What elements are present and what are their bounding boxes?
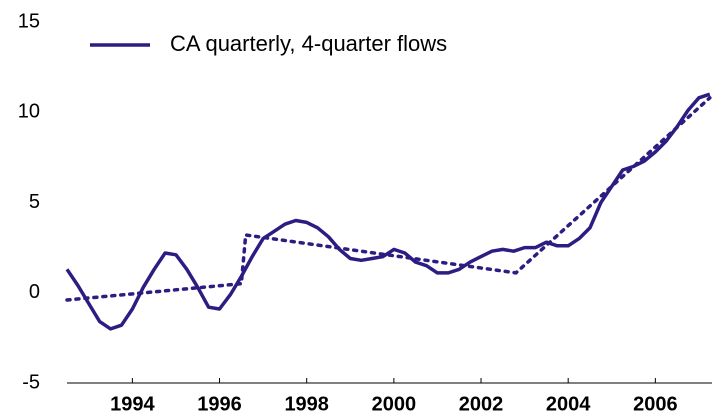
x-tick-label: 2002: [459, 393, 504, 415]
y-tick-label: 0: [29, 281, 40, 303]
y-tick-label: -5: [22, 371, 40, 393]
y-tick-label: 15: [18, 10, 40, 32]
x-tick-label: 1996: [197, 393, 242, 415]
data-line: [65, 92, 711, 331]
x-tick-label: 2000: [372, 393, 417, 415]
x-tick-label: 1994: [110, 393, 155, 415]
x-tick-label: 2004: [546, 393, 591, 415]
trend-line: [65, 96, 712, 302]
x-tick-label: 1998: [284, 393, 329, 415]
legend-label: CA quarterly, 4-quarter flows: [170, 31, 447, 56]
y-tick-label: 5: [29, 191, 40, 213]
y-tick-label: 10: [18, 101, 40, 123]
x-tick-label: 2006: [633, 393, 678, 415]
